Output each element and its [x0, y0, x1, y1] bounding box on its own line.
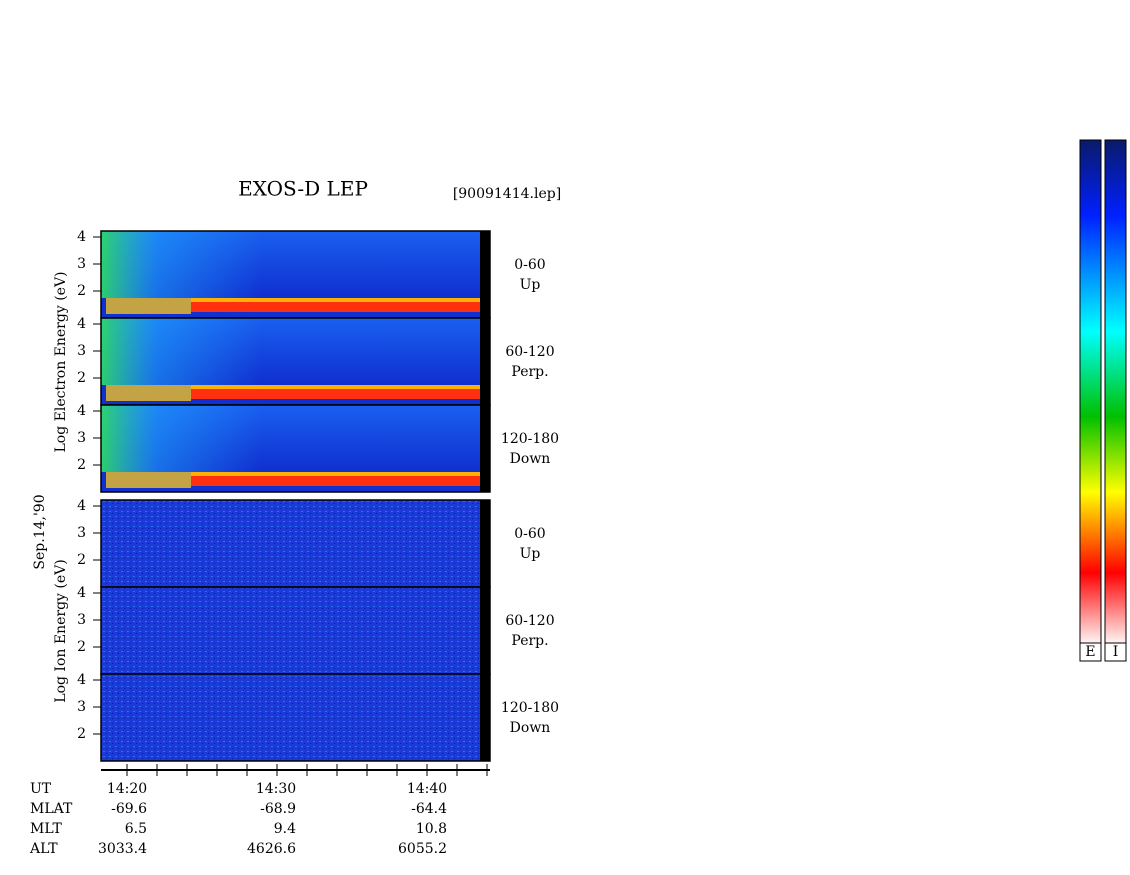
data-edge — [480, 405, 490, 492]
direction: Down — [510, 451, 551, 467]
y-tick-label: 4 — [77, 316, 86, 332]
y-tick-label: 3 — [77, 256, 86, 272]
data-edge — [480, 231, 490, 318]
colorbar-label-box — [1104, 642, 1127, 662]
panel-frame — [100, 673, 491, 762]
row-label: MLT — [30, 821, 62, 837]
y-tick-label: 3 — [77, 525, 86, 541]
direction: Up — [520, 277, 541, 293]
spectrogram-band-edge — [191, 472, 481, 476]
panels: 4 3 2 4 3 2 4 3 2 4 3 2 4 3 2 4 3 2 — [77, 229, 491, 762]
direction: Perp. — [511, 364, 548, 380]
row-label: MLAT — [30, 801, 73, 817]
y-tick-label: 2 — [77, 726, 86, 742]
row-value: -68.9 — [260, 801, 296, 817]
file-name: [90091414.lep] — [453, 186, 561, 202]
y-tick-label: 3 — [77, 699, 86, 715]
colorbar-label: E — [1085, 644, 1095, 660]
row-value: 4626.6 — [247, 841, 296, 857]
spectrogram-band — [191, 389, 481, 399]
row-value: 6.5 — [125, 821, 147, 837]
colorbar — [1104, 139, 1127, 644]
y-tick-label: 3 — [77, 612, 86, 628]
y-tick-label: 2 — [77, 283, 86, 299]
spectrogram-band-left — [106, 472, 191, 488]
spectrogram — [101, 500, 490, 587]
pitch-angle: 60-120 — [505, 344, 554, 360]
axis-label: Log Ion Energy (eV) — [53, 559, 69, 702]
y-tick-label: 3 — [77, 343, 86, 359]
spectrogram-band-left — [106, 298, 191, 314]
spectrogram-band-edge — [191, 298, 481, 302]
spectrogram-low-energy — [101, 231, 261, 298]
spectrogram-band-left — [106, 385, 191, 401]
data-edge — [480, 674, 490, 761]
y-tick-label: 4 — [77, 672, 86, 688]
spectrogram-band — [191, 476, 481, 486]
y-tick-label: 4 — [77, 585, 86, 601]
row-value: -64.4 — [411, 801, 447, 817]
y-tick-label: 4 — [77, 403, 86, 419]
row-value: 6055.2 — [398, 841, 447, 857]
y-tick-label: 2 — [77, 457, 86, 473]
spectrogram-low-energy — [101, 405, 261, 472]
footer: UT 14:20 14:30 14:40 MLAT -69.6 -68.9 -64.4 MLT 6… — [29, 781, 447, 857]
title: EXOS-D LEP — [238, 177, 368, 201]
panel-frame — [100, 404, 491, 493]
spectrogram-band-edge — [191, 385, 481, 389]
spectrogram-band — [191, 302, 481, 312]
y-tick-label: 2 — [77, 370, 86, 386]
spectrogram — [101, 674, 490, 761]
pitch-angle: 60-120 — [505, 613, 554, 629]
direction: Up — [520, 546, 541, 562]
colorbar-label-box — [1079, 642, 1102, 662]
axis-label: Log Electron Energy (eV) — [53, 271, 69, 452]
row-value: 14:20 — [107, 781, 147, 797]
y-tick-label: 4 — [77, 498, 86, 514]
row-value: 14:30 — [256, 781, 296, 797]
colorbar-label: I — [1113, 644, 1119, 660]
row-value: 9.4 — [274, 821, 296, 837]
data-edge — [480, 587, 490, 674]
y-tick-label: 4 — [77, 229, 86, 245]
data-edge — [480, 318, 490, 405]
y-tick-label: 3 — [77, 430, 86, 446]
row-label: ALT — [29, 841, 58, 857]
row-label: UT — [30, 781, 52, 797]
row-value: -69.6 — [111, 801, 147, 817]
y-tick-label: 2 — [77, 639, 86, 655]
spectrogram — [101, 587, 490, 674]
pitch-angle: 120-180 — [501, 431, 559, 447]
date: Sep.14,'90 — [32, 494, 48, 569]
direction: Down — [510, 720, 551, 736]
pitch-angle: 0-60 — [514, 526, 545, 542]
data-edge — [480, 500, 490, 587]
colorbar — [1079, 139, 1102, 644]
row-value: 3033.4 — [98, 841, 147, 857]
direction: Perp. — [511, 633, 548, 649]
spectrogram-low-energy — [101, 318, 261, 385]
row-value: 14:40 — [407, 781, 447, 797]
pitch-angle: 120-180 — [501, 700, 559, 716]
y-tick-label: 2 — [77, 552, 86, 568]
pitch-angle: 0-60 — [514, 257, 545, 273]
row-value: 10.8 — [416, 821, 447, 837]
